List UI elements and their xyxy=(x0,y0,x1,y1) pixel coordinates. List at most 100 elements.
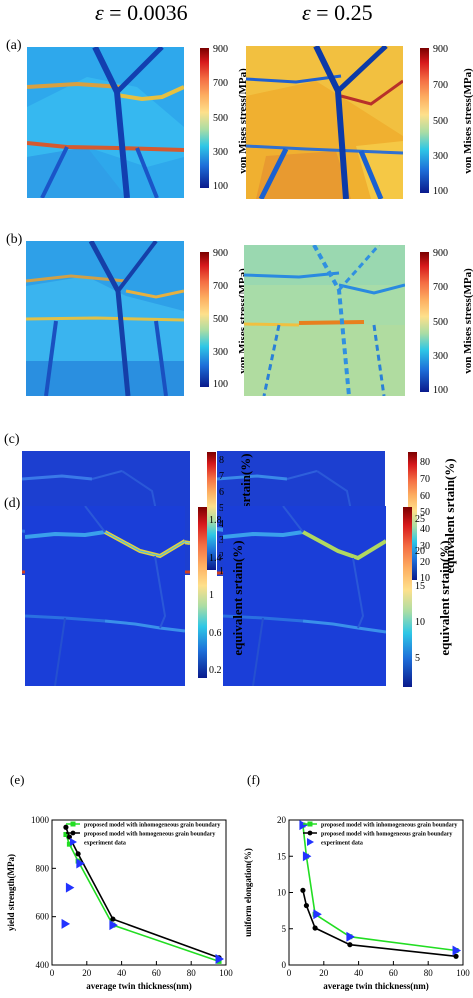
data-point-square xyxy=(66,841,72,847)
x-tick-label: 80 xyxy=(187,968,197,978)
data-point-triangle xyxy=(299,820,308,831)
y-axis-label: uniform elongation(%) xyxy=(243,848,253,937)
colorbar-tick: 8 xyxy=(219,455,224,466)
series-line xyxy=(65,834,220,963)
y-tick-label: 15 xyxy=(277,851,287,861)
colorbar-tick: 900 xyxy=(213,248,228,259)
legend-label: proposed model with inhomogeneous grain … xyxy=(321,823,457,829)
data-point-circle xyxy=(312,925,318,931)
data-point-circle xyxy=(63,824,69,830)
colorbar-tick: 10 xyxy=(420,573,430,584)
colorbar-title: equivalent srtain(%) xyxy=(230,540,245,656)
colorbar-tick: 500 xyxy=(213,314,228,325)
panel-label: (e) xyxy=(10,772,24,787)
x-tick-label: 80 xyxy=(424,968,434,978)
colorbar-tick: 700 xyxy=(433,80,448,91)
colorbar-tick: 500 xyxy=(433,116,448,127)
legend-marker xyxy=(70,838,77,846)
colorbar-tick: 0.6 xyxy=(209,628,222,639)
data-point-circle xyxy=(303,902,309,909)
colorbar-tick: 3 xyxy=(219,535,224,546)
strain-value: = 0.25 xyxy=(316,0,373,25)
stress-map-b-left xyxy=(26,241,184,396)
x-tick-label: 0 xyxy=(50,968,55,978)
colorbar-tick: 0.2 xyxy=(209,665,222,676)
panel-label-a: (a) xyxy=(6,38,22,53)
colorbar-tick: 20 xyxy=(420,557,430,568)
y-tick-label: 800 xyxy=(36,863,50,873)
colorbar-tick: 10 xyxy=(415,617,425,628)
epsilon-symbol: ε xyxy=(302,0,311,25)
panel-label-b: (b) xyxy=(6,232,23,247)
colorbar-tick: 7 xyxy=(219,471,224,482)
colorbar-c-right xyxy=(408,452,417,580)
y-tick-label: 5 xyxy=(282,924,287,934)
y-tick-label: 0 xyxy=(282,960,287,970)
colorbar-tick: 300 xyxy=(433,151,448,162)
stress-map-b-right xyxy=(244,245,405,396)
strain-value: = 0.0036 xyxy=(109,0,188,25)
colorbar-tick: 30 xyxy=(420,541,430,552)
x-axis-label: average twin thickness(nm) xyxy=(323,981,429,991)
x-tick-label: 60 xyxy=(152,968,162,978)
colorbar-tick: 40 xyxy=(420,524,430,535)
colorbar-tick: 100 xyxy=(213,181,228,192)
data-point-circle xyxy=(347,942,353,948)
colorbar-tick: 700 xyxy=(213,78,228,89)
data-point-triangle xyxy=(302,851,312,862)
colorbar-tick: 70 xyxy=(420,474,430,485)
x-tick-label: 20 xyxy=(82,968,92,978)
data-point-circle xyxy=(66,834,72,840)
data-point-triangle xyxy=(61,918,71,929)
data-point-triangle xyxy=(76,858,85,869)
colorbar-title: von Mises stress(MPa) xyxy=(462,268,473,374)
epsilon-symbol: ε xyxy=(95,0,104,25)
colorbar-tick: 80 xyxy=(420,457,430,468)
legend-marker xyxy=(70,821,76,827)
data-point-circle xyxy=(300,887,306,893)
plot-frame xyxy=(288,819,464,966)
panel-label: (f) xyxy=(247,772,260,787)
x-axis-label: average twin thickness(nm) xyxy=(86,981,192,991)
legend-label: experiment data xyxy=(84,841,126,847)
panel-label-d: (d) xyxy=(4,496,21,511)
colorbar-tick: 500 xyxy=(213,113,228,124)
colorbar-tick: 20 xyxy=(415,546,425,557)
y-tick-label: 1000 xyxy=(31,815,50,825)
y-tick-label: 20 xyxy=(277,815,287,825)
series-line xyxy=(302,890,457,958)
data-point-circle xyxy=(453,953,459,959)
colorbar-tick: 5 xyxy=(415,653,420,664)
heading-left: ε = 0.0036 xyxy=(95,0,188,26)
chart-yield-strength: (e) 0 20 40 60 80 100 400 600 800 1000 average twin… xyxy=(6,772,233,991)
colorbar-tick: 100 xyxy=(433,385,448,396)
legend-label: proposed model with homogeneous grain bo… xyxy=(84,832,215,838)
colorbar-tick: 1.4 xyxy=(209,553,222,564)
x-tick-label: 100 xyxy=(219,968,233,978)
legend-marker xyxy=(70,830,76,836)
colorbar-tick: 15 xyxy=(415,581,425,592)
colorbar-d-right xyxy=(403,507,412,687)
y-axis-label: yield strength(MPa) xyxy=(6,854,16,931)
x-tick-label: 40 xyxy=(117,968,127,978)
legend-label: proposed model with homogeneous grain bo… xyxy=(321,832,452,838)
colorbar-c-left xyxy=(207,452,216,570)
colorbar-tick: 1 xyxy=(219,566,224,577)
colorbar-tick: 300 xyxy=(213,147,228,158)
y-tick-label: 600 xyxy=(36,912,50,922)
colorbar-a-right xyxy=(420,48,429,193)
strain-map-d-left-main xyxy=(25,506,185,686)
colorbar-tick: 300 xyxy=(213,347,228,358)
legend-label: experiment data xyxy=(321,841,363,847)
legend-marker xyxy=(307,838,314,846)
y-tick-label: 400 xyxy=(36,960,50,970)
colorbar-tick: 50 xyxy=(420,507,430,518)
colorbar-tick: 900 xyxy=(433,44,448,55)
x-tick-label: 40 xyxy=(354,968,364,978)
data-point-triangle xyxy=(346,931,355,942)
colorbar-tick: 700 xyxy=(213,281,228,292)
colorbar-b-right xyxy=(420,252,429,392)
data-point-circle xyxy=(75,851,81,857)
x-tick-label: 0 xyxy=(287,968,292,978)
legend-marker xyxy=(307,821,313,827)
